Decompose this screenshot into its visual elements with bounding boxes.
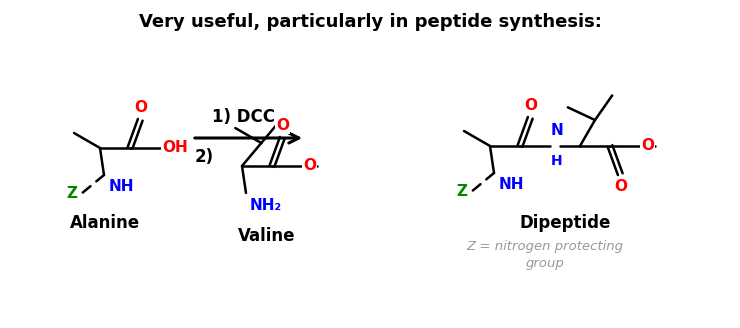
Text: O: O	[641, 138, 654, 154]
Text: N: N	[551, 123, 564, 138]
Text: Z: Z	[457, 184, 468, 199]
Text: 2): 2)	[195, 148, 214, 166]
Text: O: O	[303, 158, 316, 174]
Text: NH₂: NH₂	[250, 198, 282, 213]
Text: O: O	[134, 100, 147, 115]
Text: Z = nitrogen protecting
group: Z = nitrogen protecting group	[466, 240, 624, 270]
Text: Dipeptide: Dipeptide	[519, 214, 610, 232]
Text: H: H	[551, 154, 562, 168]
Text: Z: Z	[67, 186, 78, 201]
Text: OH: OH	[162, 140, 188, 155]
Text: O: O	[276, 118, 289, 133]
Text: 1) DCC: 1) DCC	[212, 108, 275, 126]
Text: NH: NH	[109, 179, 135, 194]
Text: Alanine: Alanine	[70, 214, 140, 232]
Text: O: O	[524, 98, 536, 113]
Text: Valine: Valine	[238, 227, 296, 245]
Text: Very useful, particularly in peptide synthesis:: Very useful, particularly in peptide syn…	[138, 13, 602, 31]
Text: O: O	[613, 179, 627, 194]
Text: NH: NH	[499, 177, 525, 192]
